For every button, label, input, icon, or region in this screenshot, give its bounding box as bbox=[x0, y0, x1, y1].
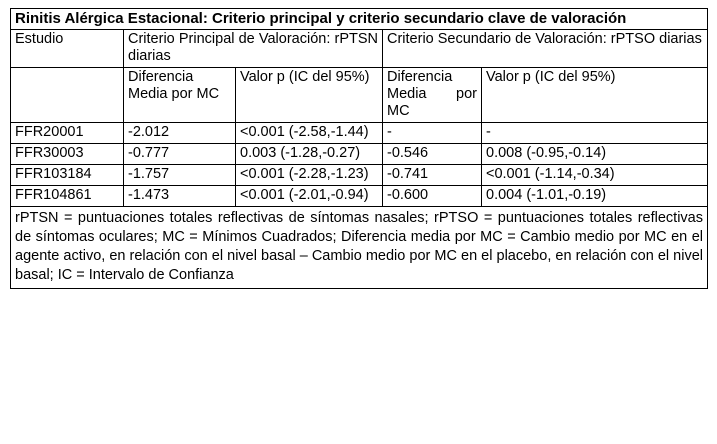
secondary-pvalue-cell: 0.008 (-0.95,-0.14) bbox=[481, 143, 708, 165]
header-primary-endpoint: Criterio Principal de Valoración: rPTSN … bbox=[123, 29, 383, 68]
footnote-row: rPTSN = puntuaciones totales reflectivas… bbox=[10, 206, 708, 289]
primary-pvalue-cell: <0.001 (-2.01,-0.94) bbox=[235, 185, 383, 207]
primary-diff-cell: -1.757 bbox=[123, 164, 236, 186]
header-secondary-p-value: Valor p (IC del 95%) bbox=[481, 67, 708, 123]
title-row: Rinitis Alérgica Estacional: Criterio pr… bbox=[10, 8, 708, 30]
table-footnote: rPTSN = puntuaciones totales reflectivas… bbox=[10, 206, 708, 289]
primary-pvalue-cell: <0.001 (-2.28,-1.23) bbox=[235, 164, 383, 186]
table-row: FFR103184 -1.757 <0.001 (-2.28,-1.23) -0… bbox=[10, 164, 708, 186]
secondary-diff-cell: -0.741 bbox=[382, 164, 482, 186]
secondary-diff-cell: - bbox=[382, 122, 482, 144]
header-study-blank bbox=[10, 67, 124, 123]
secondary-pvalue-cell: - bbox=[481, 122, 708, 144]
primary-diff-cell: -2.012 bbox=[123, 122, 236, 144]
sub-header-row: Diferencia Media por MC Valor p (IC del … bbox=[10, 67, 708, 123]
study-cell: FFR20001 bbox=[10, 122, 124, 144]
secondary-diff-cell: -0.546 bbox=[382, 143, 482, 165]
group-header-row: Estudio Criterio Principal de Valoración… bbox=[10, 29, 708, 68]
secondary-pvalue-cell: 0.004 (-1.01,-0.19) bbox=[481, 185, 708, 207]
table-row: FFR20001 -2.012 <0.001 (-2.58,-1.44) - - bbox=[10, 122, 708, 144]
secondary-pvalue-cell: <0.001 (-1.14,-0.34) bbox=[481, 164, 708, 186]
primary-diff-cell: -0.777 bbox=[123, 143, 236, 165]
study-cell: FFR104861 bbox=[10, 185, 124, 207]
results-table: Rinitis Alérgica Estacional: Criterio pr… bbox=[10, 8, 708, 289]
header-secondary-mean-diff: Diferencia Media por MC bbox=[382, 67, 482, 123]
table-row: FFR104861 -1.473 <0.001 (-2.01,-0.94) -0… bbox=[10, 185, 708, 207]
header-primary-mean-diff: Diferencia Media por MC bbox=[123, 67, 236, 123]
primary-diff-cell: -1.473 bbox=[123, 185, 236, 207]
primary-pvalue-cell: <0.001 (-2.58,-1.44) bbox=[235, 122, 383, 144]
primary-pvalue-cell: 0.003 (-1.28,-0.27) bbox=[235, 143, 383, 165]
header-secondary-endpoint: Criterio Secundario de Valoración: rPTSO… bbox=[382, 29, 708, 68]
study-cell: FFR30003 bbox=[10, 143, 124, 165]
header-primary-p-value: Valor p (IC del 95%) bbox=[235, 67, 383, 123]
table-title: Rinitis Alérgica Estacional: Criterio pr… bbox=[10, 8, 708, 30]
secondary-diff-cell: -0.600 bbox=[382, 185, 482, 207]
header-study: Estudio bbox=[10, 29, 124, 68]
study-cell: FFR103184 bbox=[10, 164, 124, 186]
table-row: FFR30003 -0.777 0.003 (-1.28,-0.27) -0.5… bbox=[10, 143, 708, 165]
